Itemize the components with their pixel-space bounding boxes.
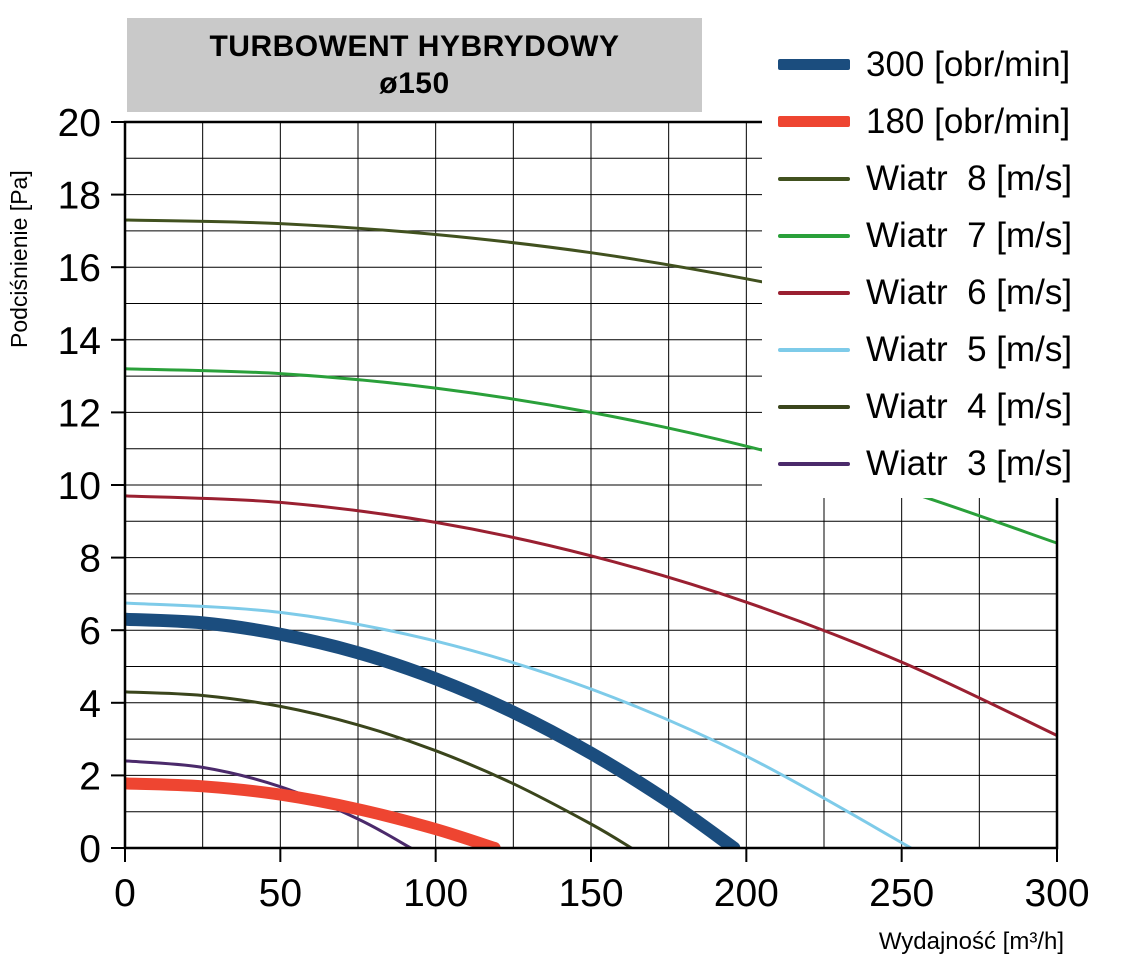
chart-title-line1: TURBOWENT HYBRYDOWY bbox=[209, 30, 620, 63]
chart-title-box: TURBOWENT HYBRYDOWY ø150 bbox=[127, 18, 702, 112]
x-axis-title: Wydajność [m³/h] bbox=[878, 928, 1064, 955]
svg-text:100: 100 bbox=[403, 872, 468, 915]
svg-text:12: 12 bbox=[58, 392, 101, 435]
chart-title-line2: ø150 bbox=[379, 67, 450, 100]
legend-label: Wiatr 4 [m/s] bbox=[866, 386, 1073, 426]
svg-text:6: 6 bbox=[79, 610, 101, 653]
legend-item: 180 [obr/min] bbox=[778, 93, 1128, 150]
legend-label: Wiatr 7 [m/s] bbox=[866, 215, 1073, 255]
legend-item: Wiatr 3 [m/s] bbox=[778, 435, 1128, 492]
legend-label: Wiatr 3 [m/s] bbox=[866, 443, 1073, 483]
svg-text:14: 14 bbox=[58, 320, 101, 363]
legend-label: 300 [obr/min] bbox=[866, 44, 1071, 84]
legend-label: Wiatr 6 [m/s] bbox=[866, 272, 1073, 312]
svg-text:18: 18 bbox=[58, 175, 101, 218]
svg-text:16: 16 bbox=[58, 247, 101, 290]
svg-text:10: 10 bbox=[58, 465, 101, 508]
legend-item: 300 [obr/min] bbox=[778, 36, 1128, 93]
legend-line-swatch bbox=[778, 59, 850, 70]
svg-text:50: 50 bbox=[259, 872, 302, 915]
svg-text:0: 0 bbox=[79, 828, 101, 871]
svg-text:300: 300 bbox=[1024, 872, 1089, 915]
svg-text:150: 150 bbox=[558, 872, 623, 915]
svg-text:200: 200 bbox=[714, 872, 779, 915]
legend-item: Wiatr 5 [m/s] bbox=[778, 321, 1128, 378]
legend-line-swatch bbox=[778, 404, 850, 409]
svg-text:8: 8 bbox=[79, 538, 101, 581]
legend-item: Wiatr 7 [m/s] bbox=[778, 207, 1128, 264]
legend-line-swatch bbox=[778, 347, 850, 352]
legend-line-swatch bbox=[778, 116, 850, 127]
legend-item: Wiatr 6 [m/s] bbox=[778, 264, 1128, 321]
legend-label: Wiatr 8 [m/s] bbox=[866, 158, 1073, 198]
legend-line-swatch bbox=[778, 290, 850, 295]
legend-line-swatch bbox=[778, 461, 850, 466]
legend-item: Wiatr 8 [m/s] bbox=[778, 150, 1128, 207]
legend-item: Wiatr 4 [m/s] bbox=[778, 378, 1128, 435]
legend-line-swatch bbox=[778, 233, 850, 238]
svg-text:0: 0 bbox=[114, 872, 136, 915]
legend: 300 [obr/min] 180 [obr/min] Wiatr 8 [m/s] W… bbox=[762, 34, 1128, 498]
legend-label: Wiatr 5 [m/s] bbox=[866, 329, 1073, 369]
y-axis-title: Podciśnienie [Pa] bbox=[6, 170, 32, 348]
svg-text:250: 250 bbox=[869, 872, 934, 915]
svg-text:4: 4 bbox=[79, 683, 101, 726]
svg-text:2: 2 bbox=[79, 755, 101, 798]
legend-line-swatch bbox=[778, 176, 850, 181]
svg-text:20: 20 bbox=[58, 102, 101, 145]
legend-label: 180 [obr/min] bbox=[866, 101, 1071, 141]
